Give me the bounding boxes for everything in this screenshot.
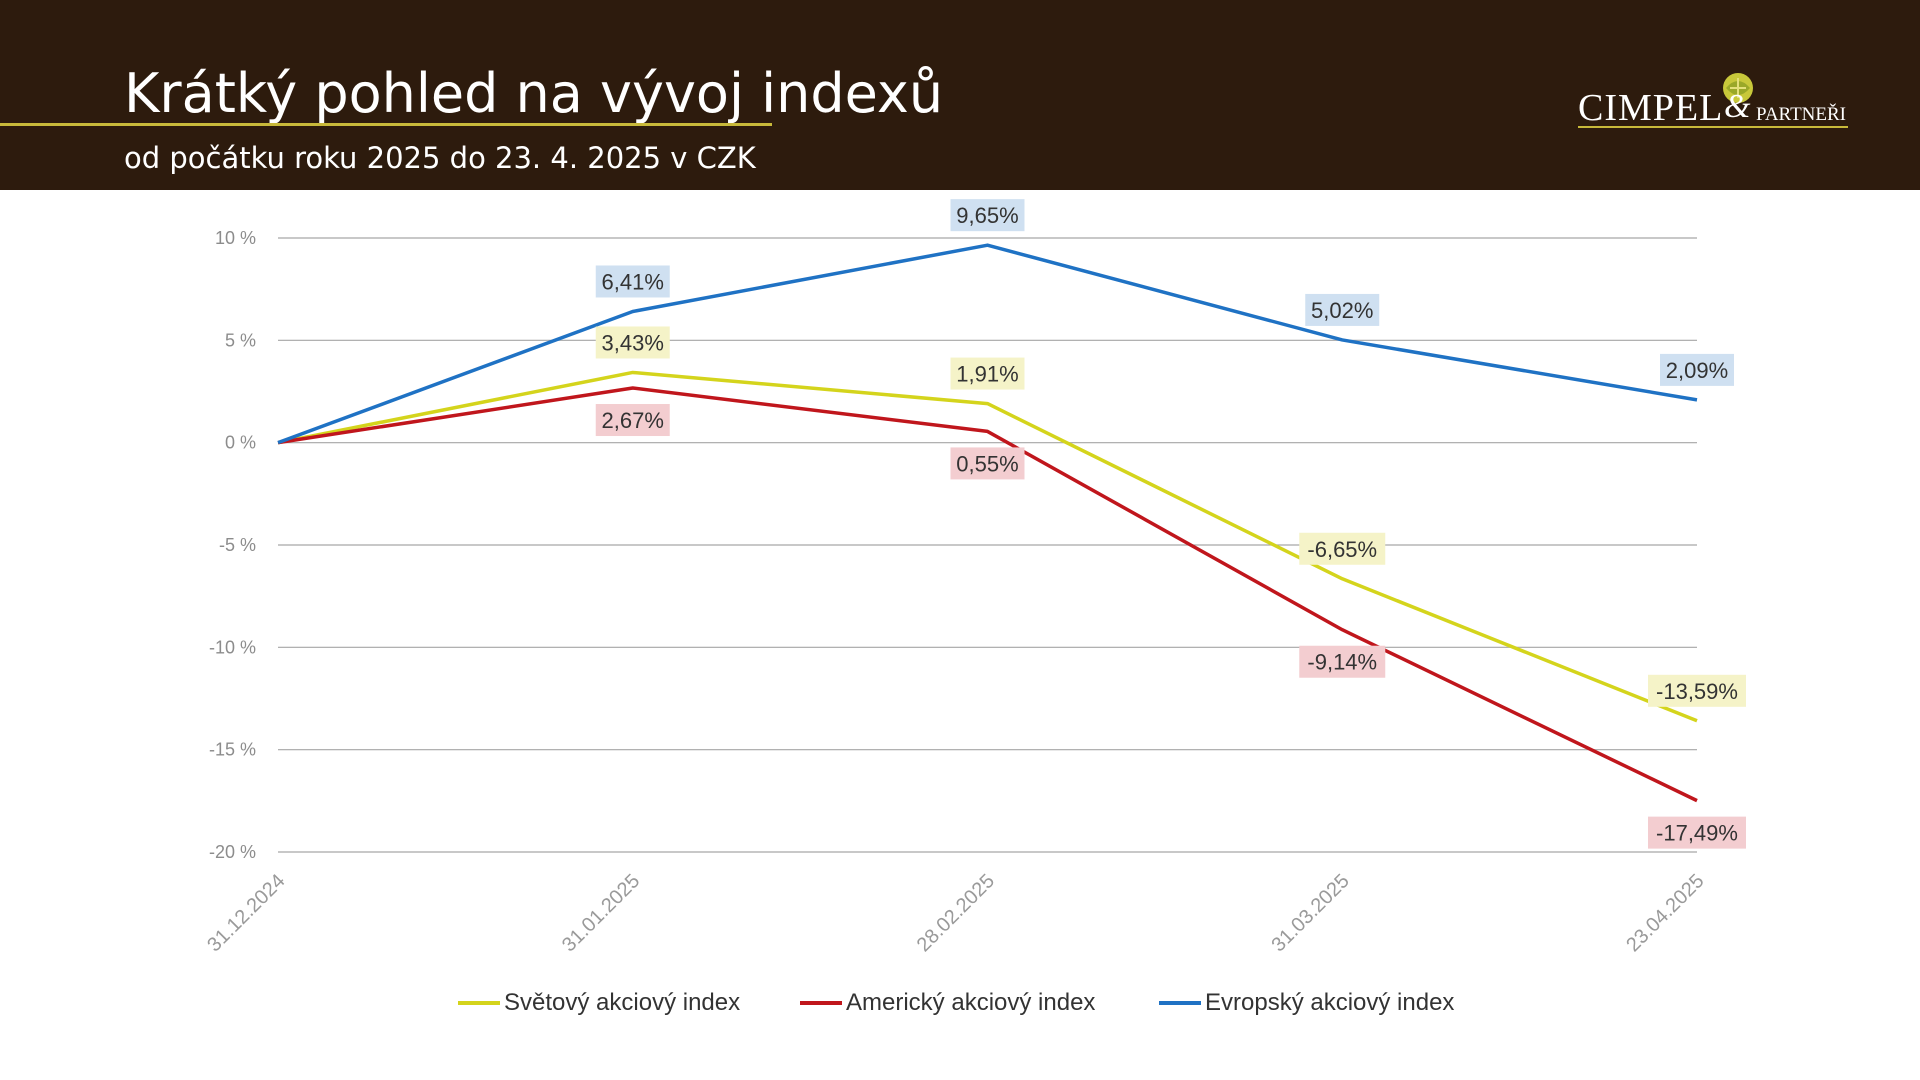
leaf-icon xyxy=(1723,73,1753,103)
data-label-bg xyxy=(1648,674,1746,707)
data-label-bg xyxy=(1660,353,1734,386)
data-label: 2,67% xyxy=(602,408,664,433)
y-tick-label: -10 % xyxy=(209,637,256,657)
company-logo: CIMPEL & PARTNEŘI xyxy=(1578,70,1850,130)
data-label-bg xyxy=(950,357,1025,390)
legend-label: Americký akciový index xyxy=(846,989,1096,1016)
series-line xyxy=(277,243,1698,445)
line-chart: 10 % 5 % 0 % -5 % -10 % -15 % -20 % 31.12.2024 3… xyxy=(203,199,1746,956)
data-label-bg xyxy=(950,199,1025,232)
data-label: -17,49% xyxy=(1656,821,1738,846)
x-tick-label: 28.02.2025 xyxy=(913,870,999,956)
data-label-bg xyxy=(1299,645,1386,678)
logo-wordmark: CIMPEL xyxy=(1578,87,1724,129)
data-label-bg xyxy=(1305,293,1380,326)
chart-legend: Světový akciový index Americký akciový in… xyxy=(0,986,1920,1020)
header-bar: Krátký pohled na vývoj indexů od počátku… xyxy=(0,0,1920,190)
data-label: 5,02% xyxy=(1311,298,1373,323)
data-label: -13,59% xyxy=(1656,679,1738,704)
data-label: 6,41% xyxy=(602,269,664,294)
series-line xyxy=(277,370,1698,723)
x-tick-label: 31.12.2024 xyxy=(203,870,289,956)
x-tick-label: 23.04.2025 xyxy=(1622,870,1708,956)
title-underline xyxy=(0,123,772,126)
data-label-bg xyxy=(595,326,670,359)
y-tick-label: -5 % xyxy=(219,535,256,555)
data-label: 3,43% xyxy=(602,330,664,355)
data-label: 1,91% xyxy=(956,362,1018,387)
data-label: -6,65% xyxy=(1307,537,1377,562)
data-label-bg xyxy=(1299,532,1386,565)
data-label-bg xyxy=(595,404,670,437)
legend-label: Světový akciový index xyxy=(504,989,741,1016)
logo-underline xyxy=(1578,126,1848,128)
y-tick-label: 5 % xyxy=(225,330,256,350)
page-subtitle: od počátku roku 2025 do 23. 4. 2025 v CZ… xyxy=(124,141,756,175)
data-label: 0,55% xyxy=(956,451,1018,476)
logo-subtext: PARTNEŘI xyxy=(1756,104,1847,125)
logo-ampersand: & xyxy=(1724,88,1751,125)
data-label-bg xyxy=(595,265,670,298)
legend-swatch xyxy=(800,1001,842,1005)
y-tick-label: -20 % xyxy=(209,842,256,862)
x-tick-label: 31.01.2025 xyxy=(558,870,644,956)
data-label-bg xyxy=(1648,816,1746,849)
legend-swatch xyxy=(458,1001,500,1005)
y-tick-label: -15 % xyxy=(209,740,256,760)
legend-item: Americký akciový index xyxy=(800,986,1095,1020)
legend-item: Světový akciový index xyxy=(458,986,740,1020)
series-line xyxy=(277,386,1698,803)
x-tick-label: 31.03.2025 xyxy=(1267,870,1353,956)
y-tick-label: 0 % xyxy=(225,433,256,453)
legend-item: Evropský akciový index xyxy=(1159,986,1454,1020)
legend-swatch xyxy=(1159,1001,1201,1005)
data-label-bg xyxy=(950,447,1025,480)
legend-label: Evropský akciový index xyxy=(1205,989,1455,1016)
y-tick-label: 10 % xyxy=(215,228,256,248)
page-title: Krátký pohled na vývoj indexů xyxy=(124,62,944,125)
data-label: 9,65% xyxy=(956,203,1018,228)
data-label: -9,14% xyxy=(1307,650,1377,675)
data-label: 2,09% xyxy=(1666,358,1728,383)
